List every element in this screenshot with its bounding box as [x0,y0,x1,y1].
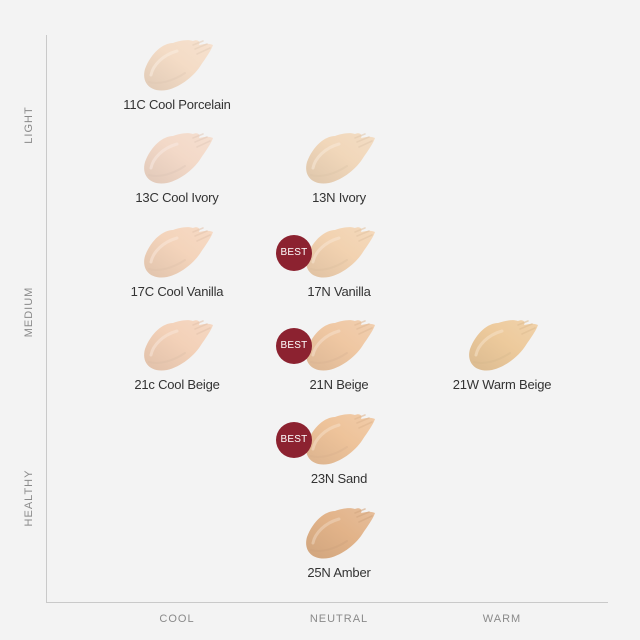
swatch-icon [137,35,217,95]
shade-item[interactable]: 17C Cool Vanilla [107,222,247,312]
shade-item[interactable]: BEST 21N Beige [269,315,409,405]
best-badge: BEST [276,328,312,364]
x-label-warm: WARM [482,613,522,625]
swatch-icon [462,315,542,375]
swatch-icon [299,409,379,469]
shade-item[interactable]: BEST 23N Sand [269,409,409,499]
shade-item[interactable]: 11C Cool Porcelain [107,35,247,125]
shade-item[interactable]: 13N Ivory [269,128,409,218]
shade-item[interactable]: 21c Cool Beige [107,315,247,405]
shade-name: 17C Cool Vanilla [130,284,224,299]
shade-name: 23N Sand [310,471,368,486]
shade-name: 25N Amber [307,565,371,580]
swatch-icon [299,222,379,282]
best-badge: BEST [276,422,312,458]
shade-name: 17N Vanilla [307,284,371,299]
shade-name: 11C Cool Porcelain [123,97,231,112]
swatch-icon [299,315,379,375]
swatch-icon [299,503,379,563]
horizontal-axis-line [46,602,608,603]
shade-item[interactable]: 25N Amber [269,503,409,593]
swatch-icon [137,128,217,188]
swatch-icon [137,222,217,282]
shade-name: 21N Beige [309,377,369,392]
x-label-neutral: NEUTRAL [309,613,369,625]
x-label-cool: COOL [159,613,195,625]
swatch-icon [299,128,379,188]
shade-item[interactable]: BEST 17N Vanilla [269,222,409,312]
shade-name: 13N Ivory [312,190,366,205]
shade-item[interactable]: 21W Warm Beige [432,315,572,405]
swatch-icon [137,315,217,375]
shade-name: 13C Cool Ivory [135,190,219,205]
best-badge: BEST [276,235,312,271]
shade-name: 21c Cool Beige [134,377,220,392]
shade-name: 21W Warm Beige [452,377,552,392]
shade-item[interactable]: 13C Cool Ivory [107,128,247,218]
vertical-axis-line [46,35,47,603]
